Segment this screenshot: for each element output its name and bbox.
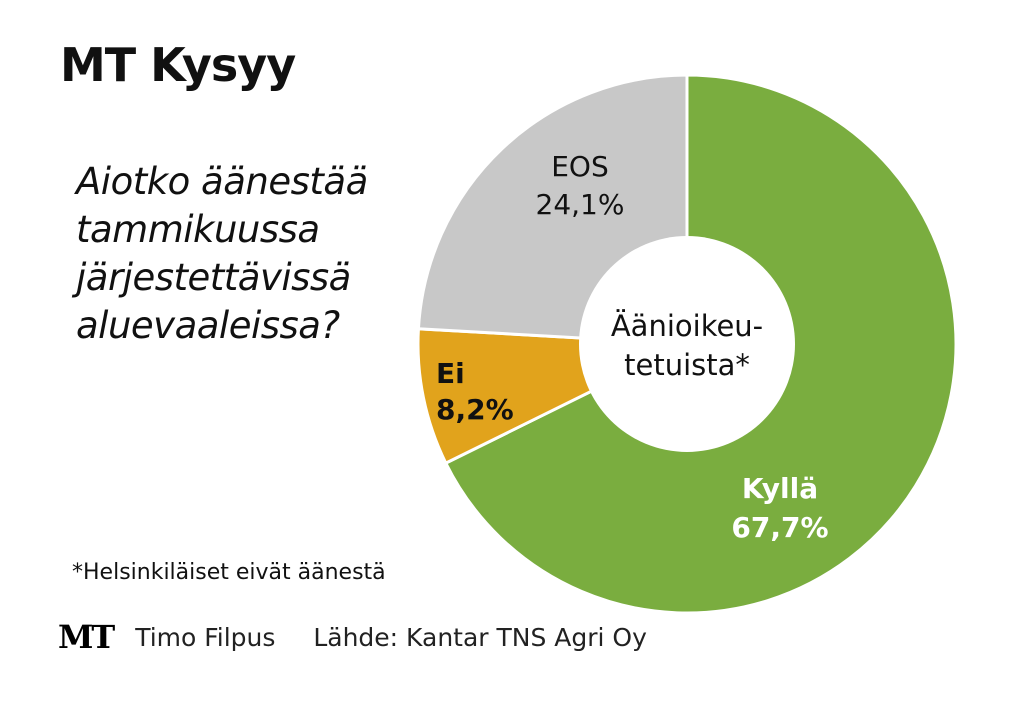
mt-logo: MT <box>58 618 115 656</box>
slice-value-ei: 8,2% <box>436 393 514 426</box>
survey-question: Aiotko äänestää tammikuussa järjestettäv… <box>76 158 406 350</box>
slice-value-kylla: 67,7% <box>731 511 828 544</box>
slice-name-eos: EOS <box>551 150 609 183</box>
source: Lähde: Kantar TNS Agri Oy <box>313 623 647 652</box>
slice-name-kylla: Kyllä <box>742 472 818 505</box>
question-line: tammikuussa <box>76 208 320 251</box>
slice-value-eos: 24,1% <box>536 188 625 221</box>
page-title: MT Kysyy <box>60 38 296 92</box>
question-line: aluevaaleissa? <box>76 304 340 347</box>
question-line: Aiotko äänestää <box>76 160 368 203</box>
author: Timo Filpus <box>135 623 276 652</box>
footnote: *Helsinkiläiset eivät äänestä <box>72 560 386 585</box>
donut-hole <box>579 236 795 452</box>
center-label-line-2: tetuista* <box>624 348 750 382</box>
credits: MT Timo Filpus Lähde: Kantar TNS Agri Oy <box>58 618 647 656</box>
question-line: järjestettävissä <box>76 256 351 299</box>
slice-name-ei: Ei <box>436 357 465 390</box>
center-label-line-1: Äänioikeu- <box>611 309 763 343</box>
